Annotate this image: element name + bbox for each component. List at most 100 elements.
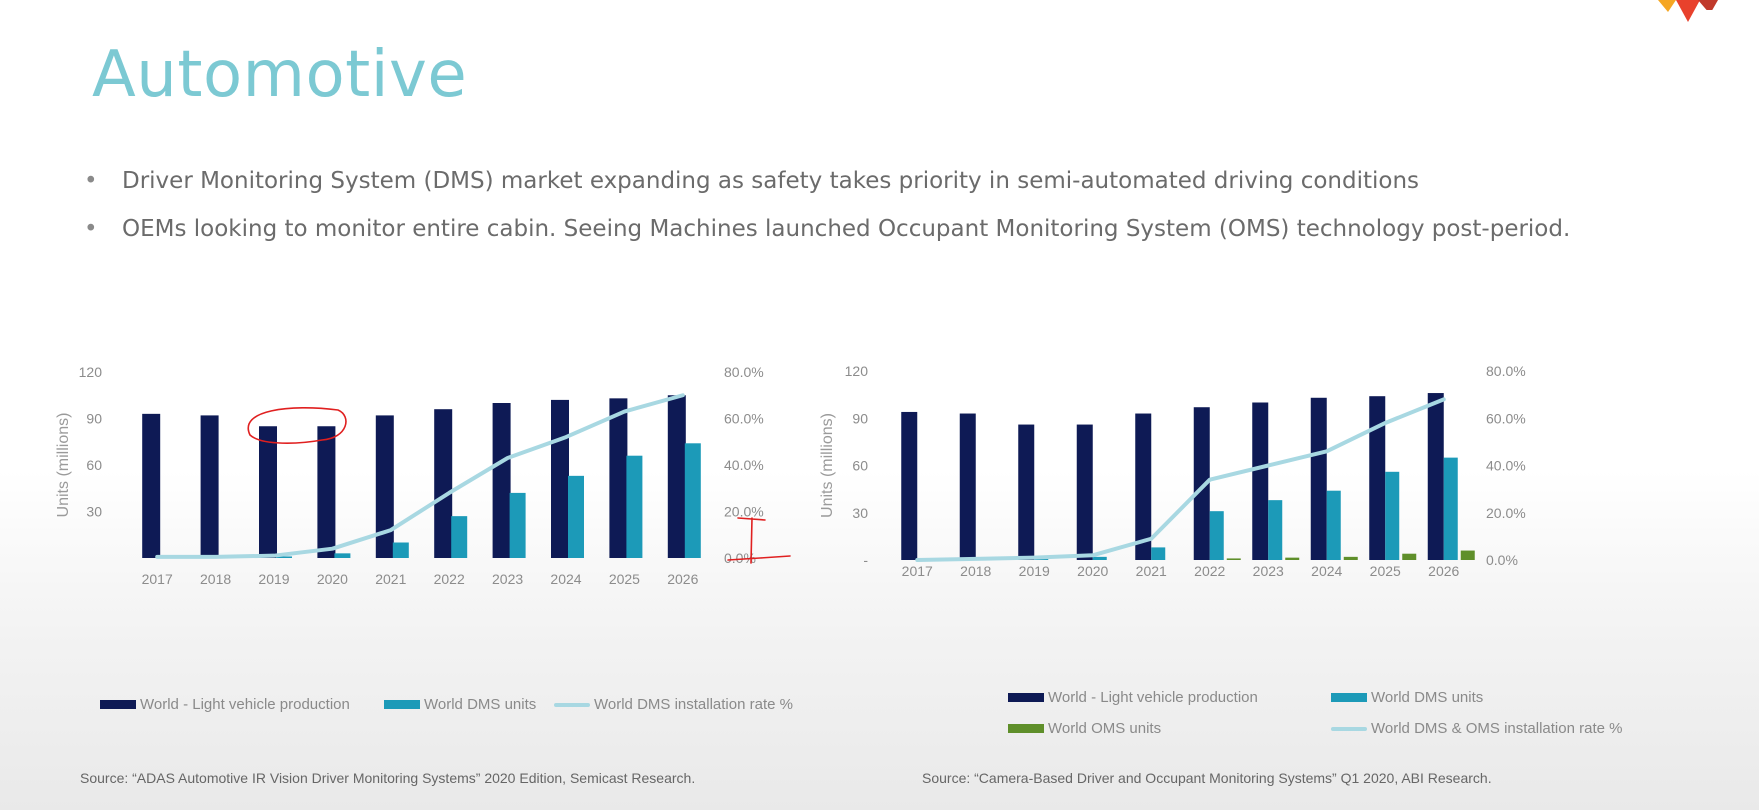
line-installation-rate — [155, 393, 685, 559]
chart-dms-oms-abi: 120 90 60 30 - 80.0% 60.0% 40.0% 20.0% 0.0% Units … — [819, 363, 1526, 579]
legend-item-light-vehicle: World - Light vehicle production — [1008, 689, 1258, 706]
bar-light-vehicle — [1135, 413, 1152, 560]
legend-swatch-green — [1008, 724, 1044, 733]
legend-item-light-vehicle: World - Light vehicle production — [100, 696, 350, 713]
legend-swatch-navy — [1008, 693, 1044, 702]
y2-tick-label: 40.0% — [1486, 458, 1526, 474]
x-tick-label: 2026 — [667, 571, 698, 587]
legend-label: World - Light vehicle production — [140, 696, 350, 713]
bar-oms-units — [1402, 553, 1417, 560]
legend-item-dms-rate: World DMS installation rate % — [554, 696, 793, 713]
source-note-chart-1: Source: “ADAS Automotive IR Vision Drive… — [80, 770, 696, 786]
y2-tick-label: 80.0% — [1486, 363, 1526, 379]
x-tick-label: 2023 — [492, 571, 523, 587]
x-tick-label: 2019 — [1019, 563, 1050, 579]
y2-tick-label: 20.0% — [724, 504, 764, 520]
x-tick-label: 2022 — [434, 571, 465, 587]
bar-dms-units — [509, 492, 526, 558]
bar-dms-units — [1326, 490, 1341, 560]
x-tick-label: 2024 — [1311, 563, 1342, 579]
legend-item-install-rate: World DMS & OMS installation rate % — [1331, 720, 1622, 737]
legend-swatch-teal — [1331, 693, 1367, 702]
bar-light-vehicle — [259, 426, 277, 558]
line-installation-rate — [915, 397, 1446, 562]
bar-dms-units — [451, 516, 468, 558]
x-tick-label: 2020 — [1077, 563, 1108, 579]
bar-light-vehicle — [1427, 393, 1444, 560]
y2-tick-label: 60.0% — [1486, 410, 1526, 426]
bar-light-vehicle — [609, 398, 628, 558]
bar-dms-units — [1443, 457, 1458, 560]
bar-oms-units — [1226, 558, 1241, 560]
bar-dms-units — [1268, 500, 1283, 560]
bar-light-vehicle — [1252, 402, 1269, 560]
y-axis-label: Units (millions) — [819, 413, 836, 518]
bar-light-vehicle — [375, 415, 394, 558]
y-tick-label: 120 — [845, 363, 869, 379]
bar-light-vehicle — [434, 409, 453, 558]
bar-dms-units — [392, 542, 409, 558]
bar-dms-units — [1092, 556, 1107, 560]
x-tick-label: 2026 — [1428, 563, 1459, 579]
y2-tick-label: 0.0% — [724, 550, 756, 566]
bar-light-vehicle — [142, 413, 161, 558]
bar-dms-units — [568, 475, 584, 558]
bar-light-vehicle — [317, 426, 336, 558]
y-tick-label: 60 — [852, 458, 868, 474]
x-tick-label: 2019 — [258, 571, 289, 587]
bar-dms-units — [684, 443, 701, 558]
annotation-bracket — [727, 517, 791, 564]
x-tick-label: 2018 — [200, 571, 231, 587]
bar-light-vehicle — [1076, 424, 1093, 560]
legend-label: World DMS installation rate % — [594, 696, 793, 713]
legend-item-oms-units: World OMS units — [1008, 720, 1161, 737]
legend-swatch-navy — [100, 700, 136, 709]
x-tick-label: 2021 — [375, 571, 406, 587]
x-tick-label: 2025 — [609, 571, 640, 587]
legend-swatch-line — [1331, 726, 1367, 731]
bar-light-vehicle — [667, 395, 686, 558]
bar-dms-units — [276, 556, 292, 558]
bar-light-vehicle — [200, 415, 219, 558]
slide-title: Automotive — [92, 38, 468, 112]
x-tick-label: 2017 — [902, 563, 933, 579]
x-tick-label: 2022 — [1194, 563, 1225, 579]
bar-light-vehicle — [901, 411, 918, 560]
x-tick-label: 2025 — [1370, 563, 1401, 579]
legend-swatch-teal — [384, 700, 420, 709]
y-tick-label: 90 — [86, 411, 102, 427]
y2-tick-label: 80.0% — [724, 364, 764, 380]
legend-item-dms-units: World DMS units — [1331, 689, 1483, 706]
y-tick-label: 30 — [852, 505, 868, 521]
legend-label: World DMS units — [1371, 689, 1484, 706]
y-axis-label: Units (millions) — [55, 413, 72, 518]
bar-light-vehicle — [1310, 397, 1327, 560]
y-tick-label: - — [863, 552, 868, 568]
y-tick-label: 120 — [79, 364, 103, 380]
legend-label: World OMS units — [1048, 720, 1162, 737]
legend-item-dms-units: World DMS units — [384, 696, 536, 713]
x-tick-label: 2024 — [550, 571, 581, 587]
y2-tick-label: 60.0% — [724, 411, 764, 427]
bar-light-vehicle — [959, 413, 976, 560]
y2-tick-label: 0.0% — [1486, 552, 1518, 568]
bar-light-vehicle — [492, 403, 511, 558]
y2-tick-label: 40.0% — [724, 457, 764, 473]
bar-light-vehicle — [1369, 396, 1386, 560]
bar-light-vehicle — [551, 399, 569, 558]
legend-swatch-line — [554, 702, 590, 707]
y-tick-label: 90 — [852, 410, 868, 426]
source-note-chart-2: Source: “Camera-Based Driver and Occupan… — [922, 770, 1492, 786]
annotation-circle — [247, 407, 347, 444]
bar-light-vehicle — [1193, 407, 1210, 560]
legend-label: World - Light vehicle production — [1048, 689, 1258, 706]
bar-light-vehicle — [1018, 424, 1035, 560]
bullet-item: OEMs looking to monitor entire cabin. Se… — [80, 216, 1570, 264]
bar-dms-units — [334, 553, 351, 558]
x-tick-label: 2017 — [142, 571, 173, 587]
bar-dms-units — [1209, 511, 1224, 560]
y2-tick-label: 20.0% — [1486, 505, 1526, 521]
legend-label: World DMS units — [424, 696, 537, 713]
y-tick-label: 60 — [86, 457, 102, 473]
bar-dms-units — [1385, 471, 1400, 560]
